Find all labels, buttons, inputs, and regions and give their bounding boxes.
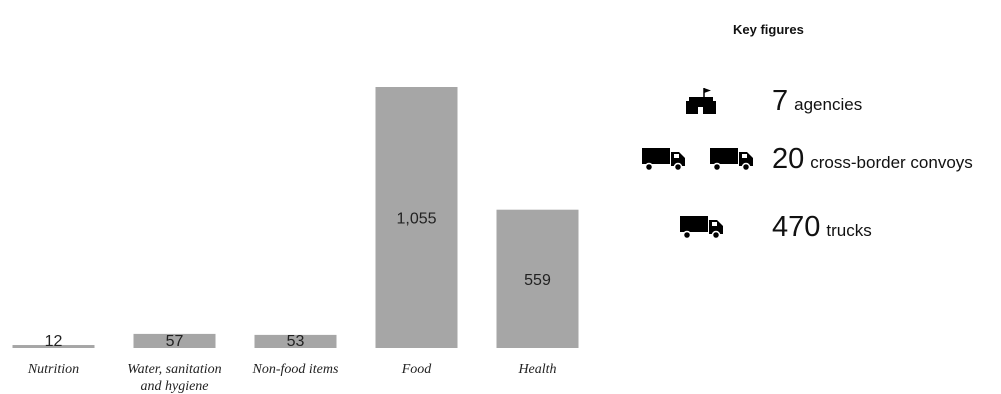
bar-2 <box>254 334 337 348</box>
truck-icon <box>680 216 723 240</box>
kf-icons-trucks <box>680 207 726 247</box>
bar-chart: 12 Nutrition 57 Water, sanitation and hygien… <box>12 87 579 394</box>
category-label: Non-food items <box>252 362 339 377</box>
key-figures-title: Key figures <box>733 22 804 37</box>
headquarters-icon <box>686 88 716 114</box>
category-label: and hygiene <box>140 379 208 394</box>
category-label: Food <box>401 362 433 377</box>
key-figure-agencies: 7 agencies <box>610 81 1001 121</box>
kf-icons-agencies <box>686 81 716 121</box>
category-label: Health <box>517 362 556 377</box>
bar-value-label: 12 <box>45 333 63 350</box>
bar-value-label: 53 <box>287 333 305 350</box>
key-figure-convoys: 20 cross-border convoys <box>610 139 1001 179</box>
category-label: Nutrition <box>27 362 79 377</box>
bar-0 <box>12 345 95 348</box>
category-label: Water, sanitation <box>127 362 221 377</box>
kf-number: 470 <box>772 211 821 243</box>
kf-text-agencies: 7 agencies <box>772 81 862 121</box>
bar-value-label: 57 <box>166 333 184 350</box>
kf-text-convoys: 20 cross-border convoys <box>772 139 973 179</box>
bar-4 <box>496 209 579 348</box>
bar-1 <box>133 333 216 348</box>
kf-number: 20 <box>772 143 805 175</box>
key-figures-panel: Key figures 7 agencies <box>610 0 1001 394</box>
truck-icon <box>642 148 685 172</box>
key-figure-trucks: 470 trucks <box>610 207 1001 247</box>
kf-text-trucks: 470 trucks <box>772 207 872 247</box>
bar-value-label: 1,055 <box>396 211 436 228</box>
truck-icon <box>710 148 753 172</box>
bar-value-label: 559 <box>524 272 551 289</box>
kf-unit: cross-border convoys <box>810 153 973 172</box>
kf-icons-convoys <box>642 139 756 179</box>
kf-unit: agencies <box>794 95 863 114</box>
kf-number: 7 <box>772 85 789 117</box>
kf-unit: trucks <box>826 221 872 240</box>
bar-3 <box>375 87 458 348</box>
